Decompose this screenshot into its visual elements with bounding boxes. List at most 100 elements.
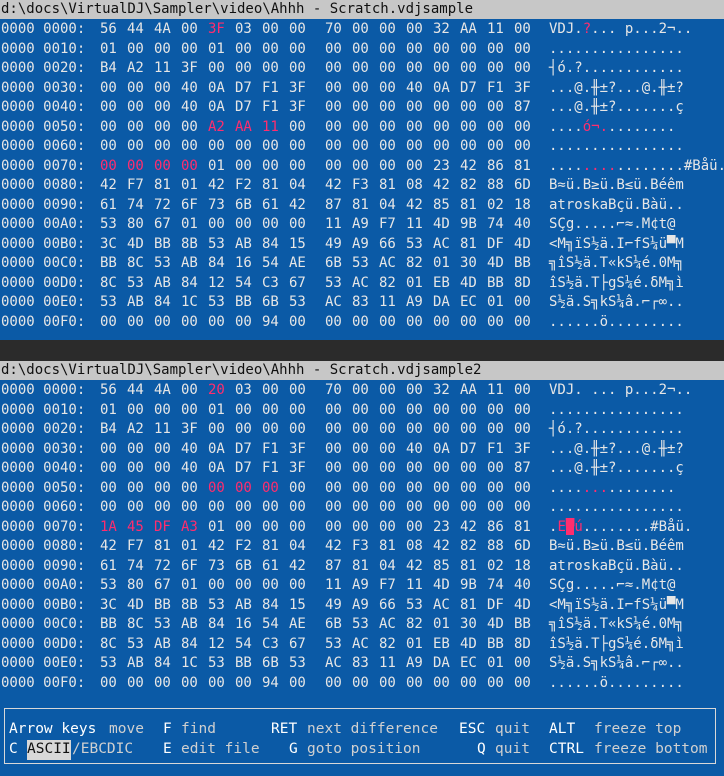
hex-byte[interactable]: 00 [379, 674, 396, 691]
hex-byte[interactable]: 00 [406, 479, 423, 496]
hex-byte[interactable]: 00 [514, 118, 531, 135]
hex-byte[interactable]: 00 [352, 118, 369, 135]
hex-byte[interactable]: BB [235, 294, 252, 310]
hex-byte[interactable]: 00 [487, 460, 504, 476]
hex-byte[interactable]: AC [352, 274, 369, 291]
hex-byte[interactable]: 00 [352, 138, 369, 154]
hex-byte[interactable]: 02 [487, 557, 504, 574]
hex-byte[interactable]: F1 [262, 440, 279, 457]
hex-byte[interactable]: 82 [406, 255, 423, 271]
hex-byte[interactable]: 04 [289, 538, 306, 554]
hex-byte[interactable]: 00 [406, 118, 423, 135]
hex-byte[interactable]: 00 [127, 157, 144, 174]
hex-byte[interactable]: F3 [352, 177, 369, 193]
hex-byte[interactable]: 84 [262, 596, 279, 613]
hex-byte[interactable]: 00 [406, 138, 423, 154]
hex-byte[interactable]: 6D [514, 538, 531, 554]
hex-byte[interactable]: 01 [181, 577, 198, 593]
hex-byte[interactable]: 00 [352, 401, 369, 418]
hex-byte[interactable]: 01 [208, 518, 225, 535]
hex-byte[interactable]: 00 [433, 40, 450, 57]
key-c[interactable]: C [9, 741, 18, 757]
hex-byte[interactable]: 00 [352, 440, 369, 457]
hex-byte[interactable]: 42 [406, 196, 423, 213]
hex-byte[interactable]: 81 [460, 596, 477, 613]
key-q[interactable]: Q [477, 741, 486, 757]
hex-byte[interactable]: 67 [289, 274, 306, 291]
hex-byte[interactable]: 00 [379, 421, 396, 437]
hex-byte[interactable]: 4D [514, 235, 531, 252]
hex-byte[interactable]: 00 [262, 60, 279, 76]
hex-byte[interactable]: 8D [514, 274, 531, 291]
hex-byte[interactable]: 00 [487, 99, 504, 115]
hex-byte[interactable]: 01 [406, 274, 423, 291]
hex-byte[interactable]: 00 [433, 674, 450, 691]
hex-byte[interactable]: EC [460, 655, 477, 671]
hex-byte[interactable]: 00 [433, 479, 450, 496]
hex-byte[interactable]: 0A [208, 99, 225, 115]
hex-byte[interactable]: 8B [181, 235, 198, 252]
hex-byte[interactable]: 00 [487, 313, 504, 330]
hex-byte[interactable]: C3 [262, 635, 279, 652]
hex-byte[interactable]: 00 [406, 460, 423, 476]
hex-byte[interactable]: AE [289, 616, 306, 632]
hex-byte[interactable]: 81 [379, 538, 396, 554]
hex-byte[interactable]: 01 [406, 635, 423, 652]
hex-byte[interactable]: 00 [460, 421, 477, 437]
hex-byte[interactable]: A9 [406, 655, 423, 671]
hex-byte[interactable]: EC [460, 294, 477, 310]
hex-byte[interactable]: 00 [127, 479, 144, 496]
hex-byte[interactable]: 1A [100, 518, 117, 535]
hex-byte[interactable]: 42 [325, 538, 342, 554]
hex-byte[interactable]: 00 [406, 518, 423, 535]
hex-byte[interactable]: 4D [127, 235, 144, 252]
hex-byte[interactable]: 01 [208, 401, 225, 418]
hex-byte[interactable]: 00 [262, 499, 279, 515]
hex-byte[interactable]: 84 [181, 274, 198, 291]
hex-byte[interactable]: 6B [325, 255, 342, 271]
hex-byte[interactable]: 00 [487, 138, 504, 154]
hex-byte[interactable]: A9 [352, 596, 369, 613]
hex-byte[interactable]: 53 [154, 616, 171, 632]
hex-byte[interactable]: 00 [325, 460, 342, 476]
hex-byte[interactable]: 11 [487, 21, 504, 37]
hex-byte[interactable]: 00 [154, 479, 171, 496]
hex-byte[interactable]: 00 [352, 518, 369, 535]
hex-byte[interactable]: 54 [235, 274, 252, 291]
hex-byte[interactable]: 00 [433, 401, 450, 418]
hex-byte[interactable]: 66 [379, 596, 396, 613]
hex-byte[interactable]: 73 [208, 196, 225, 213]
hex-byte[interactable]: 80 [127, 577, 144, 593]
hex-byte[interactable]: BB [235, 655, 252, 671]
hex-byte[interactable]: 00 [379, 440, 396, 457]
hex-byte[interactable]: 00 [181, 313, 198, 330]
hex-byte[interactable]: 53 [352, 255, 369, 271]
hex-byte[interactable]: 84 [154, 294, 171, 310]
hex-byte[interactable]: 61 [262, 557, 279, 574]
hex-byte[interactable]: 00 [325, 313, 342, 330]
hex-byte[interactable]: 00 [325, 401, 342, 418]
hex-byte[interactable]: 04 [379, 196, 396, 213]
hex-byte[interactable]: D7 [460, 440, 477, 457]
hex-byte[interactable]: 11 [262, 118, 279, 135]
hex-byte[interactable]: A2 [208, 118, 225, 135]
hex-byte[interactable]: 00 [262, 157, 279, 174]
hex-byte[interactable]: 00 [289, 382, 306, 398]
hex-byte[interactable]: 00 [289, 479, 306, 496]
hex-byte[interactable]: 00 [487, 40, 504, 57]
hex-byte[interactable]: 00 [352, 421, 369, 437]
hex-byte[interactable]: 00 [289, 60, 306, 76]
hex-byte[interactable]: 82 [379, 635, 396, 652]
hex-byte[interactable]: 49 [325, 596, 342, 613]
hex-byte[interactable]: 00 [127, 313, 144, 330]
hex-byte[interactable]: BB [514, 616, 531, 632]
hex-byte[interactable]: 00 [289, 401, 306, 418]
hex-byte[interactable]: 42 [208, 538, 225, 554]
hex-byte[interactable]: F1 [262, 99, 279, 115]
hex-byte[interactable]: F7 [127, 538, 144, 554]
hex-byte[interactable]: 16 [235, 255, 252, 271]
hex-byte[interactable]: 00 [208, 60, 225, 76]
hex-byte[interactable]: 00 [487, 674, 504, 691]
hex-byte[interactable]: AA [460, 21, 477, 37]
hex-byte[interactable]: 00 [460, 401, 477, 418]
